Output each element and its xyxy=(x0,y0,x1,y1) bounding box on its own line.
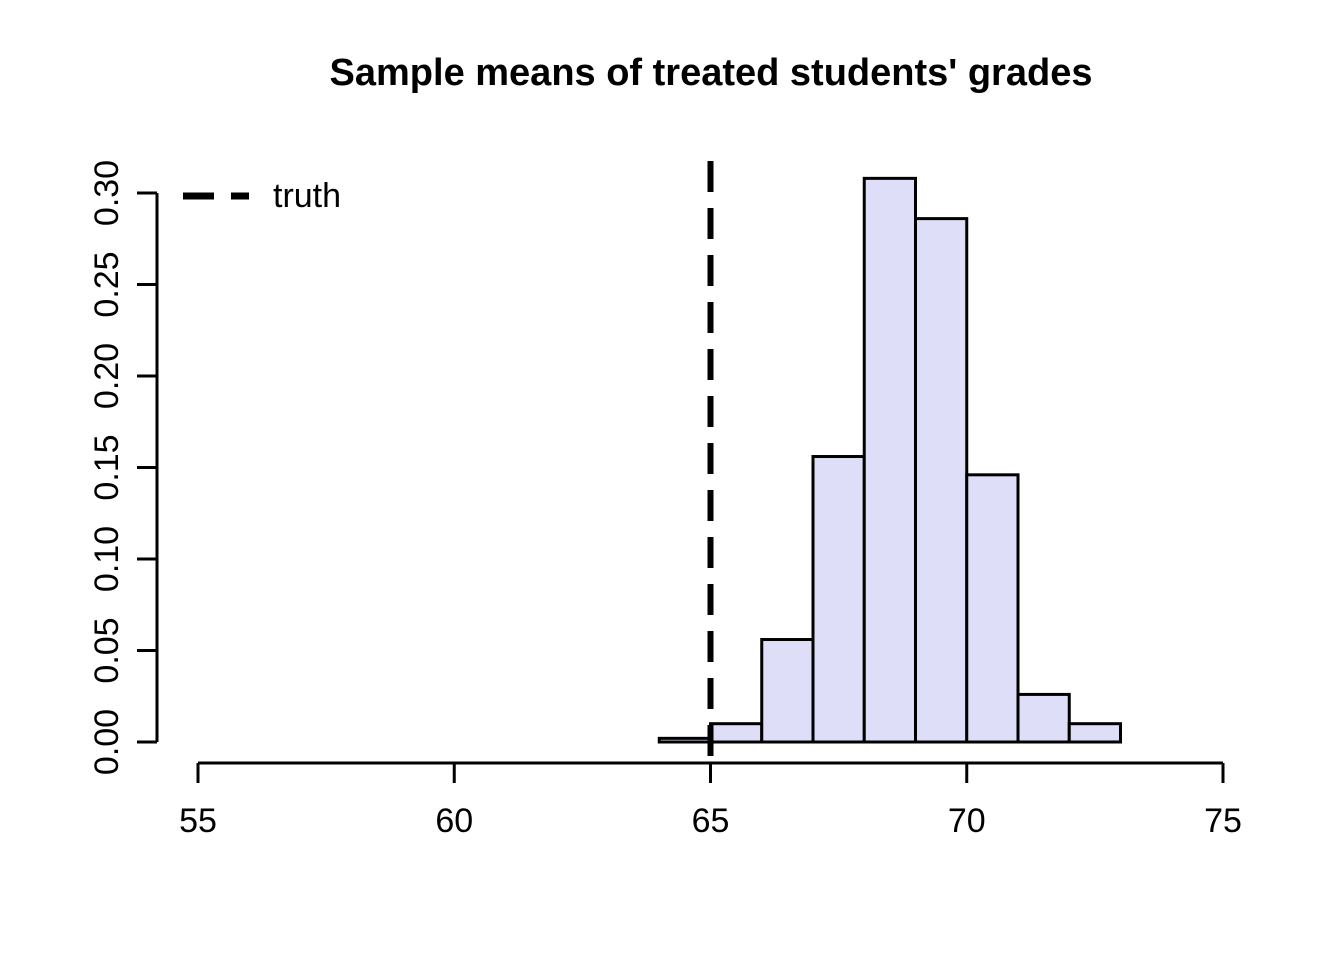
histogram-bar xyxy=(914,217,969,744)
histogram-bar xyxy=(709,722,764,744)
y-tick-label: 0.10 xyxy=(88,526,126,592)
y-tick-label: 0.05 xyxy=(88,617,126,683)
x-tick-label: 70 xyxy=(948,802,986,840)
histogram-bar xyxy=(862,176,917,744)
histogram-bar xyxy=(1016,692,1071,744)
legend: truth xyxy=(183,176,341,217)
x-tick-label: 65 xyxy=(692,802,730,840)
y-tick-label: 0.20 xyxy=(88,343,126,409)
y-tick-label: 0.25 xyxy=(88,251,126,317)
histogram-bar xyxy=(965,473,1020,744)
histogram-bar xyxy=(811,455,866,744)
x-tick-label: 55 xyxy=(179,802,217,840)
y-tick-label: 0.30 xyxy=(88,160,126,226)
histogram-bar xyxy=(760,638,815,744)
chart-title: Sample means of treated students' grades xyxy=(329,52,1093,94)
y-tick-label: 0.00 xyxy=(88,709,126,775)
legend-dashed-line-sample xyxy=(183,192,249,200)
y-tick-label: 0.15 xyxy=(88,434,126,500)
histogram-bar xyxy=(1067,722,1122,744)
x-tick-label: 75 xyxy=(1204,802,1242,840)
histogram-bar xyxy=(657,736,712,744)
x-tick-label: 60 xyxy=(435,802,473,840)
legend-label: truth xyxy=(273,177,342,215)
